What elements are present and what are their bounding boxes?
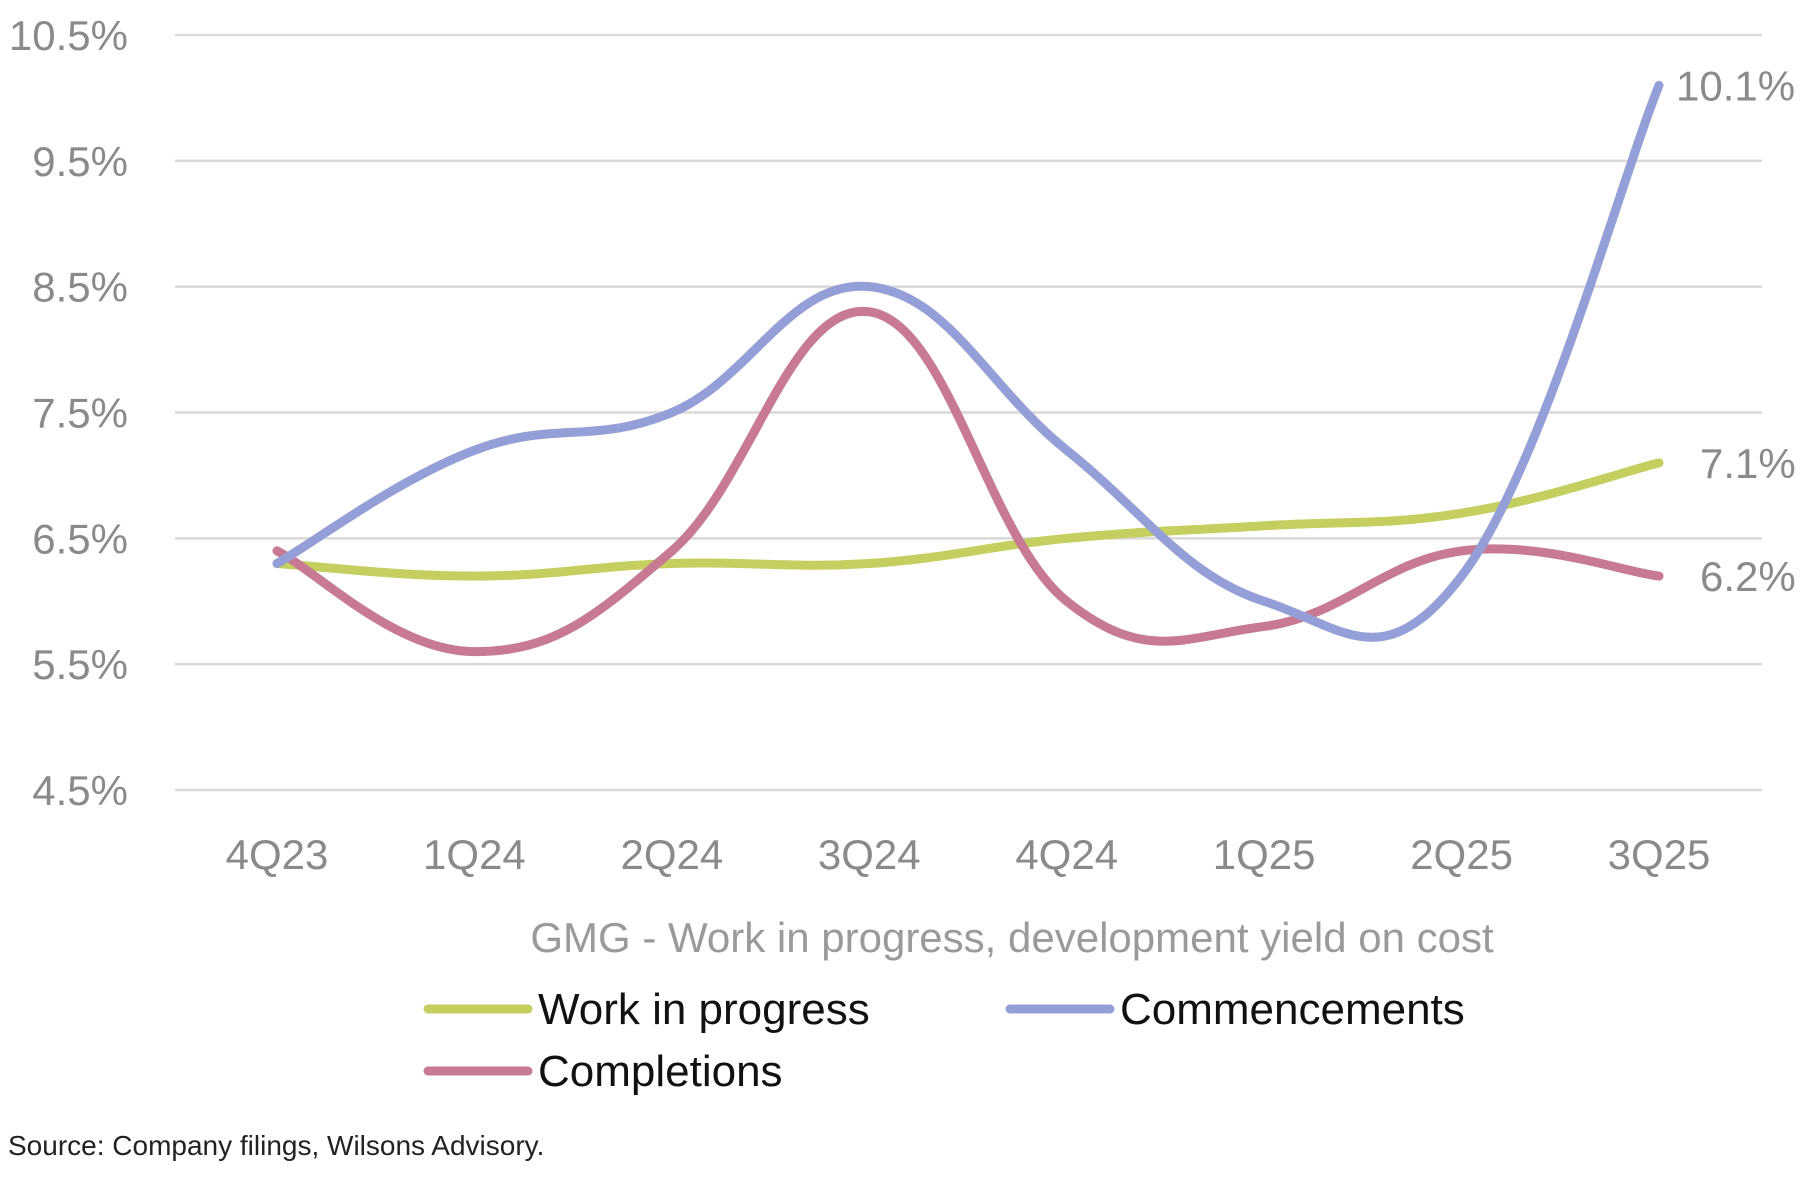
x-tick-label-1q25: 1Q25 [1213,831,1316,878]
y-tick-label: 9.5% [32,138,128,185]
end-label-completions: 6.2% [1700,553,1796,600]
end-value-labels: 7.1% 10.1% 6.2% [1676,62,1796,600]
y-tick-label: 5.5% [32,641,128,688]
x-tick-label-3q24: 3Q24 [818,831,921,878]
legend-label-work-in-progress: Work in progress [538,985,870,1034]
y-tick-label: 7.5% [32,390,128,437]
end-label-work-in-progress: 7.1% [1700,440,1796,487]
series-lines [272,80,1664,657]
y-tick-label: 8.5% [32,264,128,311]
x-axis-tick-labels: 4Q23 1Q24 2Q24 3Q24 4Q24 1Q25 2Q25 3Q25 [226,831,1711,878]
x-tick-label-4q24: 4Q24 [1015,831,1118,878]
series-line-completions [272,307,1664,657]
legend-label-commencements: Commencements [1120,985,1465,1034]
y-tick-label: 10.5% [9,12,128,59]
y-axis-tick-labels: 4.5% 5.5% 6.5% 7.5% 8.5% 9.5% 10.5% [9,12,128,814]
x-tick-label-3q25: 3Q25 [1608,831,1711,878]
y-tick-label: 4.5% [32,767,128,814]
legend-item-work-in-progress: Work in progress [423,985,870,1034]
source-note: Source: Company filings, Wilsons Advisor… [8,1130,544,1161]
x-tick-label-2q25: 2Q25 [1410,831,1513,878]
y-tick-label: 6.5% [32,515,128,562]
x-tick-label-1q24: 1Q24 [423,831,526,878]
x-tick-label-4q23: 4Q23 [226,831,329,878]
legend: Work in progress Commencements Completio… [423,985,1465,1096]
legend-item-commencements: Commencements [1005,985,1465,1034]
chart-subtitle: GMG - Work in progress, development yiel… [530,914,1494,961]
series-line-work-in-progress [272,458,1664,581]
legend-item-completions: Completions [423,1047,783,1096]
end-label-commencements: 10.1% [1676,62,1795,109]
series-line-commencements [272,80,1664,642]
grid-lines [175,33,1762,792]
legend-label-completions: Completions [538,1047,783,1096]
x-tick-label-2q24: 2Q24 [620,831,723,878]
